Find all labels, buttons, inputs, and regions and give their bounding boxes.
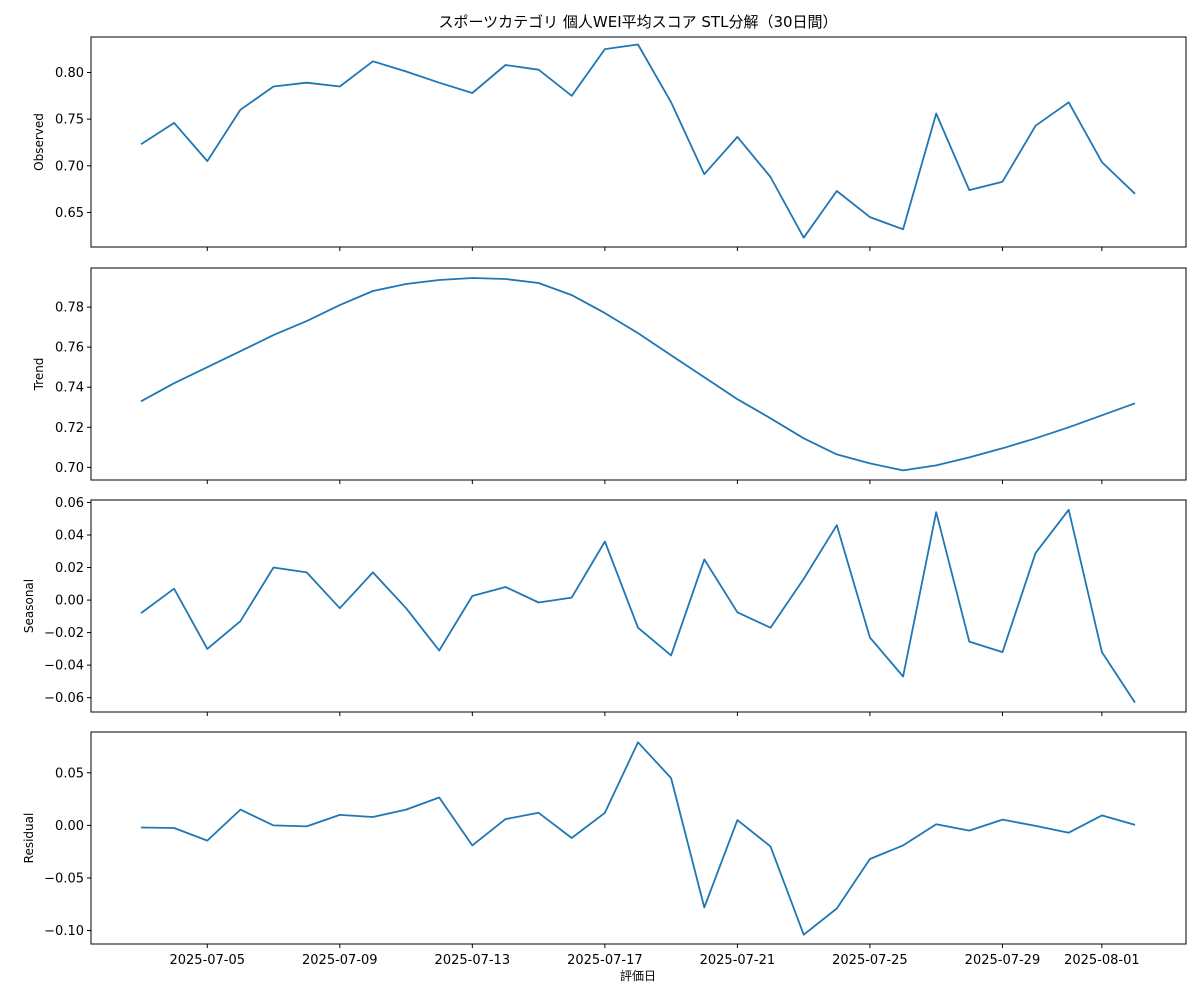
y-tick-label: −0.06 (44, 691, 84, 706)
y-tick-label: 0.78 (55, 301, 84, 316)
x-tick-label: 2025-07-13 (435, 953, 511, 968)
x-tick-label: 2025-08-01 (1064, 953, 1140, 968)
y-tick-label: −0.02 (44, 626, 84, 641)
y-axis-label: Observed (32, 113, 46, 171)
series-line-observed (140, 43, 1136, 239)
y-tick-label: 0.70 (55, 159, 84, 174)
y-tick-label: 0.06 (55, 496, 84, 511)
panel-frame (90, 267, 1187, 481)
y-tick-label: 0.74 (55, 381, 84, 396)
y-tick-label: −0.05 (44, 871, 84, 886)
y-tick-label: 0.75 (55, 113, 84, 128)
y-tick-label: 0.72 (55, 421, 84, 436)
y-tick-label: 0.65 (55, 206, 84, 221)
series-line-trend (140, 277, 1136, 472)
y-tick-label: 0.76 (55, 341, 84, 356)
x-tick-label: 2025-07-25 (832, 953, 908, 968)
series-line-seasonal (140, 508, 1136, 704)
y-tick-label: 0.00 (55, 819, 84, 834)
series-line-residual (140, 741, 1136, 936)
chart-title: スポーツカテゴリ 個人WEI平均スコア STL分解（30日間） (438, 13, 837, 31)
y-axis-label: Trend (32, 358, 46, 392)
x-tick-label: 2025-07-29 (965, 953, 1041, 968)
x-tick-label: 2025-07-17 (567, 953, 643, 968)
y-tick-label: 0.70 (55, 461, 84, 476)
x-axis-label: 評価日 (620, 968, 656, 983)
y-tick-label: −0.04 (44, 659, 84, 674)
panel-frame (90, 499, 1187, 713)
panel-trend: 0.70 0.72 0.74 0.76 0.78 Trend (32, 267, 1187, 484)
y-axis-label: Residual (22, 813, 36, 864)
x-tick-label: 2025-07-21 (700, 953, 776, 968)
y-tick-label: 0.00 (55, 594, 84, 609)
y-tick-label: 0.80 (55, 66, 84, 81)
panel-frame (90, 731, 1187, 945)
x-tick-label: 2025-07-09 (302, 953, 378, 968)
panel-seasonal: −0.06 −0.04 −0.02 0.00 0.02 0.04 0.06 Seasonal (22, 496, 1187, 716)
y-tick-label: −0.10 (44, 924, 84, 939)
panel-frame (90, 36, 1187, 248)
panel-observed: 0.65 0.70 0.75 0.80 Observed (32, 36, 1187, 251)
panel-residual: −0.10 −0.05 0.00 0.05 2025-07-05 2025-07-09 20… (22, 731, 1187, 968)
y-axis-label: Seasonal (22, 579, 36, 633)
y-tick-label: 0.02 (55, 561, 84, 576)
y-tick-label: 0.04 (55, 528, 84, 543)
x-tick-label: 2025-07-05 (169, 953, 245, 968)
y-tick-label: 0.05 (55, 766, 84, 781)
